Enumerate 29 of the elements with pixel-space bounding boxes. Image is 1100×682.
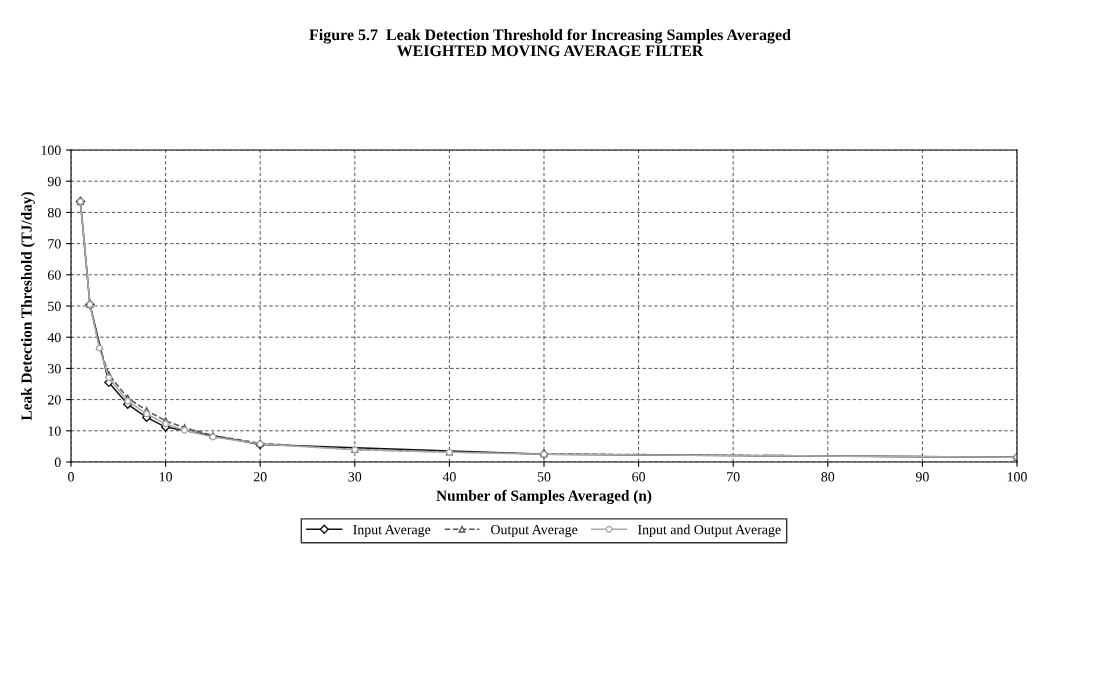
chart-subtitle: WEIGHTED MOVING AVERAGE FILTER <box>396 45 704 57</box>
x-tick-label: 0 <box>68 472 74 482</box>
y-tick-label: 100 <box>41 145 61 155</box>
legend-label: Output Average <box>491 524 578 538</box>
x-tick-label: 80 <box>821 472 835 482</box>
x-tick-label: 100 <box>1007 472 1027 482</box>
y-tick-label: 70 <box>48 239 61 249</box>
y-tick-label: 40 <box>47 332 61 343</box>
x-tick-label: 50 <box>537 472 551 482</box>
y-tick-label: 90 <box>47 176 61 187</box>
y-tick-label: 30 <box>48 363 61 374</box>
x-tick-label: 20 <box>253 472 267 482</box>
x-tick-label: 10 <box>159 472 173 482</box>
y-tick-label: 50 <box>48 301 61 311</box>
legend-label: Input Average <box>353 524 431 538</box>
chart-title: Figure 5.7 Leak Detection Threshold for Increasing Samples Averaged <box>309 28 791 44</box>
y-tick-label: 60 <box>47 270 61 280</box>
y-tick-label: 0 <box>54 457 61 467</box>
y-tick-label: 10 <box>48 426 61 436</box>
x-tick-label: 90 <box>915 472 929 482</box>
x-tick-label: 30 <box>348 472 362 482</box>
y-axis-title: Leak Detection Threshold (TJ/day) <box>20 192 35 421</box>
x-axis-title: Number of Samples Averaged (n) <box>436 489 652 504</box>
x-tick-label: 70 <box>727 472 740 482</box>
x-tick-label: 40 <box>442 472 456 482</box>
x-tick-label: 60 <box>632 472 646 482</box>
legend-label: Input and Output Average <box>638 524 781 538</box>
y-tick-label: 20 <box>48 395 61 405</box>
y-tick-label: 80 <box>47 207 61 218</box>
